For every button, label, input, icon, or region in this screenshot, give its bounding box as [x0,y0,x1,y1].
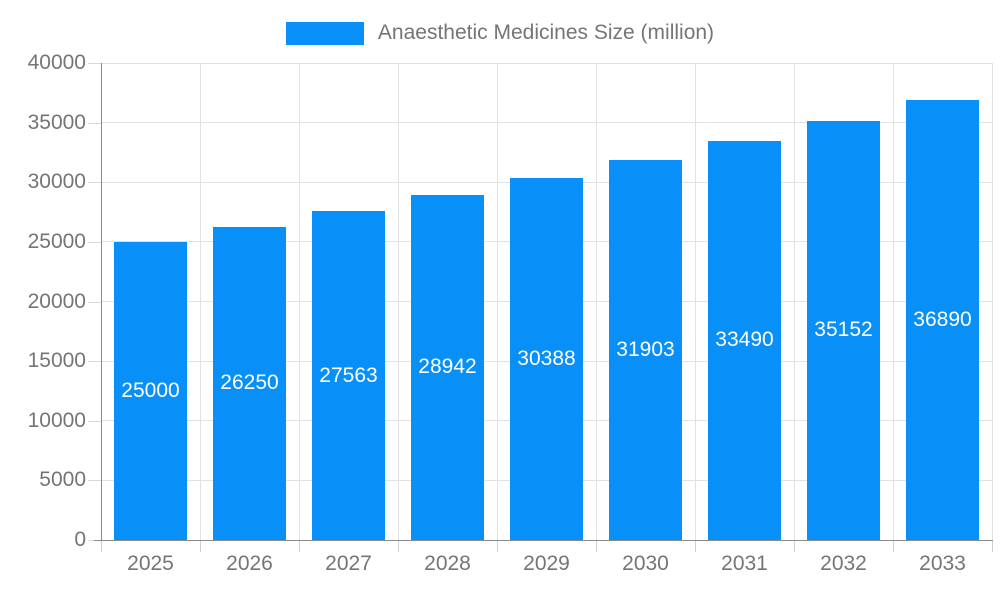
y-axis-tick-label: 35000 [27,110,86,134]
bar[interactable]: 36890 [906,100,979,540]
plot-area: 25000 26250 27563 28942 30388 31903 33490 35152… [101,63,993,540]
bar-value-label: 26250 [220,371,279,395]
y-axis-tick-label: 15000 [27,349,86,373]
x-axis-tick [397,541,399,552]
bar-value-label: 25000 [121,378,180,402]
y-axis-tick-label: 20000 [27,289,86,313]
v-gridline [496,63,498,540]
bar[interactable]: 25000 [114,241,187,540]
x-axis-tick-label: 2033 [919,552,966,575]
bar[interactable]: 28942 [411,194,484,540]
x-axis-tick-label: 2027 [325,552,372,575]
x-axis-tick-label: 2025 [127,552,174,575]
x-axis-tick-label: 2032 [820,552,867,575]
y-axis-tick [88,420,101,422]
y-axis-line [101,63,102,540]
v-gridline [298,63,300,540]
bar-value-label: 33490 [715,328,774,352]
bar[interactable]: 27563 [312,211,385,540]
x-axis-tick [199,541,201,552]
bar[interactable]: 30388 [510,177,583,540]
y-axis-tick-label: 40000 [27,51,86,74]
v-gridline [595,63,597,540]
legend-swatch-icon [285,21,364,45]
x-axis-tick-label: 2030 [622,552,669,575]
legend: Anaesthetic Medicines Size (million) [0,18,1000,48]
y-axis-tick-label: 5000 [39,468,86,492]
x-axis-tick [991,541,993,552]
bar[interactable]: 33490 [708,140,781,540]
v-gridline [694,63,696,540]
x-axis-tick-label: 2031 [721,552,768,575]
x-axis-tick-label: 2029 [523,552,570,575]
bar-value-label: 35152 [814,318,873,342]
x-axis-tick [892,541,894,552]
x-axis-tick [595,541,597,552]
y-axis-tick [88,182,101,184]
bar-value-label: 31903 [616,337,675,361]
x-axis-tick [298,541,300,552]
y-axis-tick-label: 25000 [27,229,86,253]
bar-value-label: 30388 [517,346,576,370]
x-axis-baseline [94,540,993,541]
x-axis-tick-label: 2026 [226,552,273,575]
y-axis-tick-label: 30000 [27,170,86,194]
bar[interactable]: 26250 [213,226,286,540]
bar-value-label: 28942 [418,355,477,379]
bar-value-label: 27563 [319,363,378,387]
v-gridline [397,63,399,540]
bar[interactable]: 35152 [807,120,880,540]
h-gridline [101,122,992,124]
y-axis-tick-label: 0 [74,528,86,551]
y-axis-tick [88,301,101,303]
y-axis-tick [88,361,101,363]
y-axis-tick [88,122,101,124]
v-gridline [793,63,795,540]
y-axis-tick [88,63,101,64]
v-gridline [199,63,201,540]
y-axis-tick [88,241,101,243]
y-axis-tick [88,480,101,482]
x-axis-tick [100,541,102,552]
x-axis-tick-label: 2028 [424,552,471,575]
x-axis-tick [694,541,696,552]
v-gridline [991,63,993,540]
x-axis-tick [793,541,795,552]
bar[interactable]: 31903 [609,159,682,540]
v-gridline [892,63,894,540]
x-axis-tick [496,541,498,552]
y-axis-tick-label: 10000 [27,408,86,432]
legend-label: Anaesthetic Medicines Size (million) [377,21,715,44]
h-gridline [101,63,992,64]
bar-value-label: 36890 [913,308,972,332]
